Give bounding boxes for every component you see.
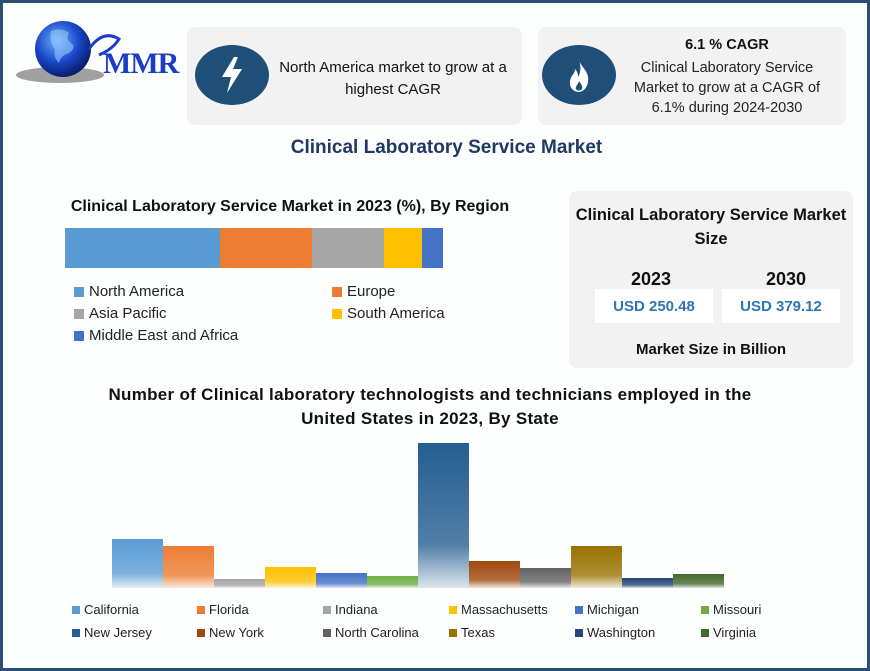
legend-swatch bbox=[701, 628, 709, 637]
legend-swatch bbox=[449, 605, 457, 614]
legend-label: New York bbox=[209, 625, 264, 640]
bar-michigan bbox=[316, 573, 367, 588]
legend-swatch bbox=[197, 605, 205, 614]
legend-item: Europe bbox=[332, 283, 395, 300]
flame-icon bbox=[542, 45, 616, 105]
legend-label: Missouri bbox=[713, 602, 762, 617]
legend-swatch bbox=[701, 605, 709, 614]
bar-new-jersey bbox=[418, 443, 469, 588]
bar-florida bbox=[163, 546, 214, 588]
stack-segment-asia-pacific bbox=[311, 228, 384, 268]
legend-label: Middle East and Africa bbox=[89, 327, 239, 344]
stack-segment-middle-east-and-africa bbox=[421, 228, 443, 268]
legend-item: New York bbox=[197, 625, 264, 640]
state-bar-chart bbox=[112, 443, 724, 588]
legend-item: Missouri bbox=[701, 602, 761, 617]
legend-swatch bbox=[332, 308, 342, 319]
highlight-card-cagr: 6.1 % CAGR Clinical Laboratory Service M… bbox=[538, 27, 846, 125]
legend-label: Michigan bbox=[587, 602, 640, 617]
page-title: Clinical Laboratory Service Market bbox=[290, 137, 603, 158]
cagr-text: Clinical Laboratory Service Market to gr… bbox=[633, 60, 821, 116]
legend-label: Massachusetts bbox=[461, 602, 548, 617]
legend-label: Indiana bbox=[335, 602, 378, 617]
legend-swatch bbox=[575, 628, 583, 637]
market-size-card: Clinical Laboratory Service Market Size … bbox=[569, 191, 853, 368]
legend-item: South America bbox=[332, 305, 445, 322]
legend-label: North America bbox=[89, 283, 185, 300]
legend-label: Washington bbox=[587, 625, 656, 640]
bar-new-york bbox=[469, 561, 520, 588]
bar-massachusetts bbox=[265, 567, 316, 588]
region-chart-title: Clinical Laboratory Service Market in 20… bbox=[70, 198, 510, 215]
year-2030-label: 2030 bbox=[765, 269, 807, 289]
bar-indiana bbox=[214, 579, 265, 588]
legend-label: North Carolina bbox=[335, 625, 419, 640]
stack-segment-north-america bbox=[65, 228, 220, 268]
legend-item: Michigan bbox=[575, 602, 639, 617]
legend-item: Indiana bbox=[323, 602, 378, 617]
legend-item: New Jersey bbox=[72, 625, 152, 640]
highlight-text: North America market to grow at a highes… bbox=[279, 59, 507, 98]
legend-swatch bbox=[575, 605, 583, 614]
legend-swatch bbox=[332, 286, 342, 297]
bar-north-carolina bbox=[520, 568, 571, 588]
year-2023-label: 2023 bbox=[630, 269, 672, 289]
legend-label: South America bbox=[347, 305, 445, 322]
legend-item: Massachusetts bbox=[449, 602, 548, 617]
bar-california bbox=[112, 539, 163, 588]
bar-texas bbox=[571, 546, 622, 588]
legend-label: Europe bbox=[347, 283, 396, 300]
legend-swatch bbox=[449, 628, 457, 637]
legend-item: Virginia bbox=[701, 625, 756, 640]
legend-label: Florida bbox=[209, 602, 249, 617]
region-stacked-bar bbox=[65, 228, 443, 268]
legend-swatch bbox=[74, 330, 84, 341]
legend-swatch bbox=[323, 628, 331, 637]
bar-missouri bbox=[367, 576, 418, 588]
legend-item: Texas bbox=[449, 625, 495, 640]
legend-swatch bbox=[72, 628, 80, 637]
legend-swatch bbox=[74, 286, 84, 297]
logo-text: MMR bbox=[103, 47, 179, 80]
legend-label: New Jersey bbox=[84, 625, 152, 640]
legend-label: Asia Pacific bbox=[89, 305, 167, 322]
cagr-title: 6.1 % CAGR bbox=[685, 37, 769, 53]
legend-item: California bbox=[72, 602, 139, 617]
legend-swatch bbox=[197, 628, 205, 637]
legend-item: Asia Pacific bbox=[74, 305, 167, 322]
mmr-logo: MMR bbox=[15, 17, 179, 87]
legend-label: Texas bbox=[461, 625, 495, 640]
bar-virginia bbox=[673, 574, 724, 588]
legend-label: Virginia bbox=[713, 625, 757, 640]
lightning-bolt-icon bbox=[195, 45, 269, 105]
state-chart-title: Number of Clinical laboratory technologi… bbox=[108, 385, 752, 428]
legend-swatch bbox=[74, 308, 84, 319]
stack-segment-south-america bbox=[383, 228, 422, 268]
state-legend: California Florida Indiana Massachusetts Mic… bbox=[72, 602, 832, 648]
legend-item: Washington bbox=[575, 625, 655, 640]
legend-item: North America bbox=[74, 283, 184, 300]
legend-swatch bbox=[72, 605, 80, 614]
legend-item: North Carolina bbox=[323, 625, 419, 640]
value-2023: USD 250.48 bbox=[595, 289, 713, 323]
market-size-title: Clinical Laboratory Service Market Size bbox=[575, 206, 847, 248]
bar-washington bbox=[622, 578, 673, 588]
legend-swatch bbox=[323, 605, 331, 614]
legend-item: Florida bbox=[197, 602, 249, 617]
globe-icon bbox=[16, 21, 104, 83]
legend-label: California bbox=[84, 602, 139, 617]
value-2030: USD 379.12 bbox=[722, 289, 840, 323]
swoosh-icon bbox=[87, 34, 122, 57]
market-size-note: Market Size in Billion bbox=[635, 341, 787, 358]
stack-segment-europe bbox=[219, 228, 312, 268]
highlight-card-region: North America market to grow at a highes… bbox=[187, 27, 522, 125]
legend-item: Middle East and Africa bbox=[74, 327, 238, 344]
